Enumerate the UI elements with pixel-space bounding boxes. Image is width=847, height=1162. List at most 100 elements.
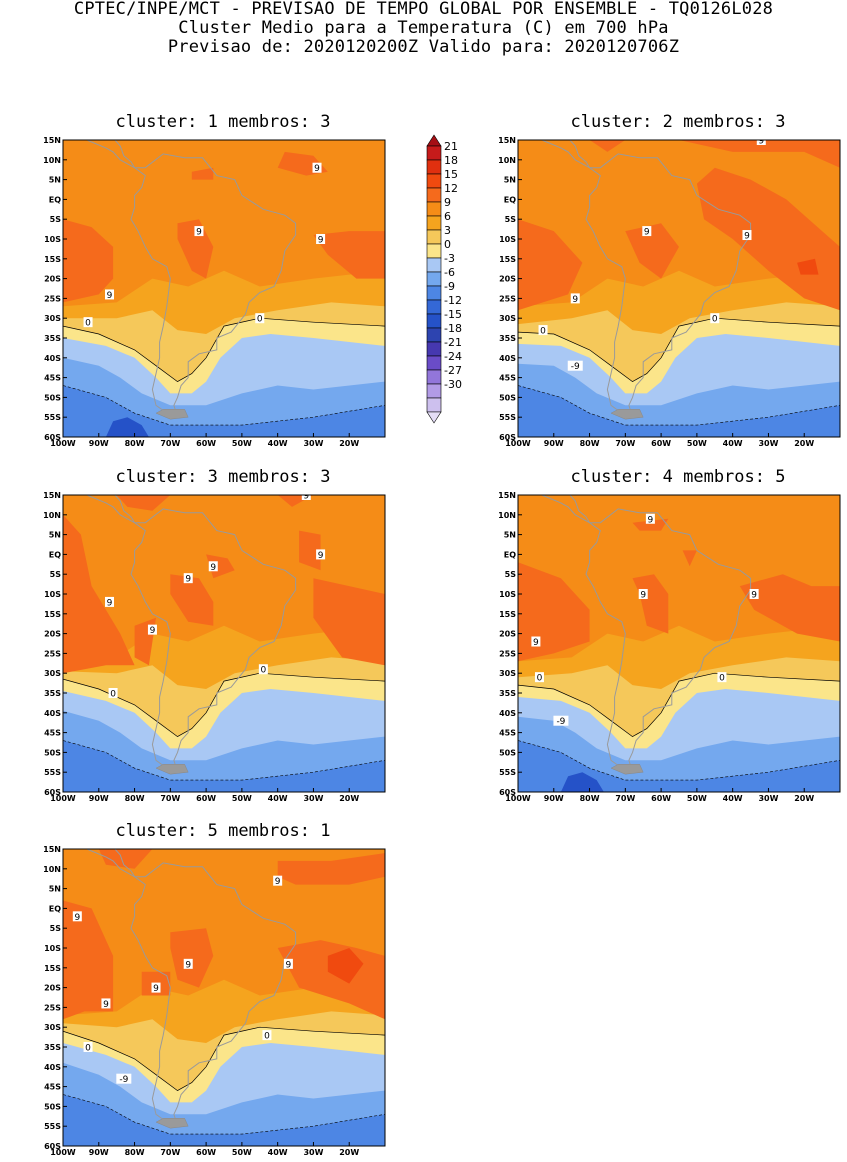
contour-label-box [301, 495, 311, 500]
lat-tick-label: 40S [499, 709, 516, 718]
contour-label: 9 [318, 551, 324, 561]
contour-label-box [567, 360, 583, 371]
colorbar-label: 15 [444, 168, 458, 181]
contour-label: 0 [110, 690, 116, 700]
lat-tick-label: 20S [44, 630, 61, 639]
lon-tick-label: 30W [758, 439, 778, 448]
contour-label-box [262, 1030, 272, 1041]
lat-tick-label: 25S [44, 649, 61, 658]
lat-tick-label: 10N [43, 156, 61, 165]
header-line-3: Previsao de: 2020120200Z Valido para: 20… [167, 37, 680, 57]
lat-tick-label: 5N [49, 885, 61, 894]
lat-tick-label: 5S [50, 924, 62, 933]
warm-max-0 [63, 900, 114, 1020]
lat-tick-label: 50S [44, 748, 61, 757]
lat-tick-label: 10S [499, 235, 516, 244]
contour-label: 0 [260, 666, 266, 676]
contour-label: 9 [107, 291, 113, 301]
lon-tick-label: 70W [160, 1148, 180, 1157]
lon-tick-label: 70W [615, 794, 635, 803]
lon-tick-label: 100W [50, 439, 76, 448]
warm-max-4 [679, 140, 840, 168]
contour-label-box [105, 289, 115, 300]
lat-tick-label: 5S [50, 215, 62, 224]
tierra-del-fuego [610, 764, 644, 775]
lon-tick-label: 20W [794, 439, 814, 448]
contour-label-box [312, 162, 322, 173]
lat-tick-label: 15N [43, 136, 61, 145]
lat-tick-label: 30S [499, 314, 516, 323]
figure-header: CPTEC/INPE/MCT - PREVISAO DE TEMPO GLOBA… [0, 0, 847, 57]
contour-label: 0 [85, 1044, 91, 1054]
colorbar-box [426, 397, 442, 413]
colorbar-top-arrow [426, 134, 442, 147]
lat-tick-label: 35S [499, 334, 516, 343]
lat-tick-label: 10N [498, 511, 516, 520]
colorbar-label: -24 [444, 350, 462, 363]
lat-tick-label: 45S [44, 729, 61, 738]
contour-label-box [534, 672, 544, 683]
contour-label-box [116, 1073, 132, 1084]
lon-tick-label: 90W [89, 794, 109, 803]
colorbar-box [426, 313, 442, 329]
lat-tick-label: 10S [44, 944, 61, 953]
warm-max-1 [625, 223, 679, 279]
warm-max-1 [632, 518, 669, 531]
colorbar-box [426, 201, 442, 217]
lon-tick-label: 20W [339, 794, 359, 803]
warm-max-3 [739, 574, 840, 642]
contour-label-box [151, 982, 161, 993]
lat-tick-label: 5N [49, 176, 61, 185]
lat-tick-label: EQ [49, 550, 61, 559]
contour-label: -9 [119, 1075, 128, 1085]
contour-label: 9 [74, 913, 80, 923]
colorbar-label: 0 [444, 238, 451, 251]
lat-tick-label: 30S [44, 1023, 61, 1032]
lon-tick-label: 50W [687, 794, 707, 803]
lat-tick-label: 5S [505, 570, 517, 579]
warm-max-0 [63, 219, 114, 303]
lat-tick-label: 55S [499, 413, 516, 422]
warm-max-3 [313, 231, 385, 279]
contour-0 [518, 672, 840, 738]
lon-tick-label: 80W [125, 794, 145, 803]
warm-max-4 [682, 550, 697, 567]
lat-tick-label: 5S [50, 570, 62, 579]
lon-tick-label: 40W [268, 439, 288, 448]
lat-tick-label: 50S [44, 393, 61, 402]
contour-label-box [742, 230, 752, 241]
lon-tick-label: 100W [505, 794, 531, 803]
contour-label-box [83, 1042, 93, 1052]
band-m12-m9 [63, 385, 385, 437]
band-cold-core [105, 417, 149, 437]
contour-label-box [645, 513, 655, 524]
panel-title-3: cluster: 3 membros: 3 [115, 467, 331, 487]
lon-tick-label: 80W [580, 794, 600, 803]
warm-max-7 [206, 554, 235, 579]
lat-tick-label: 5N [504, 531, 516, 540]
lon-tick-label: 90W [544, 794, 564, 803]
contour-label-box [642, 226, 652, 237]
contour-label: 9 [275, 877, 281, 887]
lon-tick-label: 20W [339, 1148, 359, 1157]
contour-label: 9 [303, 492, 309, 502]
contour-label-box [108, 688, 118, 698]
lon-tick-label: 40W [268, 794, 288, 803]
contour-label: 0 [85, 319, 91, 329]
colorbar-box [426, 341, 442, 357]
contour-label: 9 [210, 563, 216, 573]
contour-label-box [638, 589, 648, 599]
lat-tick-label: 25S [44, 1003, 61, 1012]
lon-tick-label: 90W [544, 439, 564, 448]
contour-label: 9 [153, 984, 159, 994]
lat-tick-label: 35S [44, 1043, 61, 1052]
lat-tick-label: 45S [499, 729, 516, 738]
contour-label-box [570, 293, 580, 304]
lat-tick-label: 40S [44, 709, 61, 718]
lat-tick-label: EQ [49, 195, 61, 204]
central-america-outline [540, 495, 591, 525]
contour-label-box [749, 589, 759, 599]
warm-max-4 [191, 167, 214, 180]
lat-tick-label: 20S [44, 275, 61, 284]
colorbar-label: -18 [444, 322, 462, 335]
